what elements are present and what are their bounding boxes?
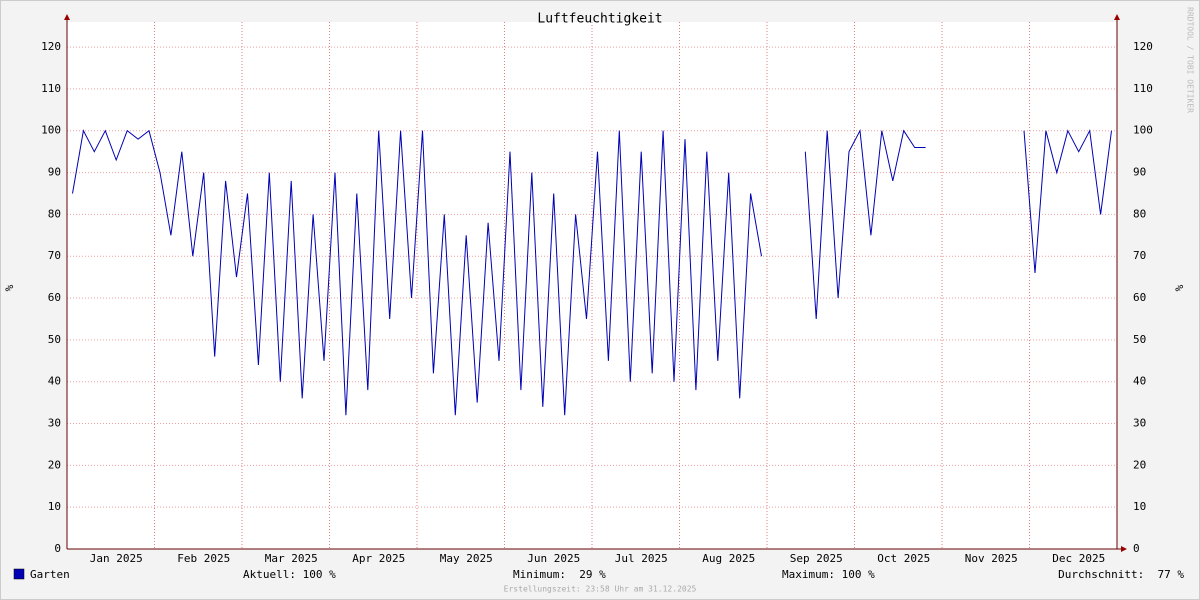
- watermark: RRDTOOL / TOBI OETIKER: [1186, 7, 1195, 113]
- axis-arrow: [1121, 546, 1127, 552]
- x-tick-label: Dec 2025: [1052, 552, 1105, 565]
- x-tick-label: Feb 2025: [177, 552, 230, 565]
- y-tick-label: 50: [48, 333, 61, 346]
- x-tick-label: Mar 2025: [265, 552, 318, 565]
- y-tick-label: 80: [48, 207, 61, 220]
- y2-tick-label: 80: [1133, 207, 1146, 220]
- y-tick-label: 110: [41, 82, 61, 95]
- y2-tick-label: 10: [1133, 500, 1146, 513]
- y-tick-label: 30: [48, 417, 61, 430]
- y-tick-label: 100: [41, 124, 61, 137]
- y-tick-label: 40: [48, 375, 61, 388]
- x-tick-label: Aug 2025: [702, 552, 755, 565]
- y2-axis-label: %: [1173, 284, 1186, 291]
- stat-average: Durchschnitt: 77 %: [1058, 568, 1184, 581]
- y2-tick-label: 120: [1133, 40, 1153, 53]
- y2-tick-label: 110: [1133, 82, 1153, 95]
- x-tick-label: Jun 2025: [527, 552, 580, 565]
- y2-tick-label: 90: [1133, 166, 1146, 179]
- series-line: [72, 129, 1112, 416]
- y2-tick-label: 60: [1133, 291, 1146, 304]
- y2-tick-label: 40: [1133, 375, 1146, 388]
- y-tick-label: 60: [48, 291, 61, 304]
- x-tick-label: Apr 2025: [352, 552, 405, 565]
- y2-tick-label: 70: [1133, 249, 1146, 262]
- chart-title: Luftfeuchtigkeit: [537, 12, 662, 27]
- y-tick-label: 10: [48, 500, 61, 513]
- axis-arrow: [1114, 14, 1120, 20]
- x-tick-label: Jan 2025: [90, 552, 143, 565]
- x-tick-label: Jul 2025: [615, 552, 668, 565]
- y-tick-label: 20: [48, 458, 61, 471]
- legend-swatch: [13, 568, 25, 580]
- footer: Erstellungszeit: 23:58 Uhr am 31.12.2025: [504, 585, 697, 594]
- y-tick-label: 0: [54, 542, 61, 555]
- axis-arrow: [64, 14, 70, 20]
- legend-label: Garten: [30, 568, 70, 581]
- x-tick-label: Oct 2025: [877, 552, 930, 565]
- y2-tick-label: 30: [1133, 417, 1146, 430]
- y-axis-label: %: [3, 284, 16, 291]
- stat-maximum: Maximum: 100 %: [782, 568, 875, 581]
- stat-minimum: Minimum: 29 %: [513, 568, 606, 581]
- y2-tick-label: 20: [1133, 458, 1146, 471]
- y-tick-label: 120: [41, 40, 61, 53]
- y-tick-label: 70: [48, 249, 61, 262]
- x-tick-label: Nov 2025: [965, 552, 1018, 565]
- x-tick-label: May 2025: [440, 552, 493, 565]
- y2-tick-label: 50: [1133, 333, 1146, 346]
- x-tick-label: Sep 2025: [790, 552, 843, 565]
- y2-tick-label: 0: [1133, 542, 1140, 555]
- y2-tick-label: 100: [1133, 124, 1153, 137]
- stat-current: Aktuell: 100 %: [243, 568, 336, 581]
- y-tick-label: 90: [48, 166, 61, 179]
